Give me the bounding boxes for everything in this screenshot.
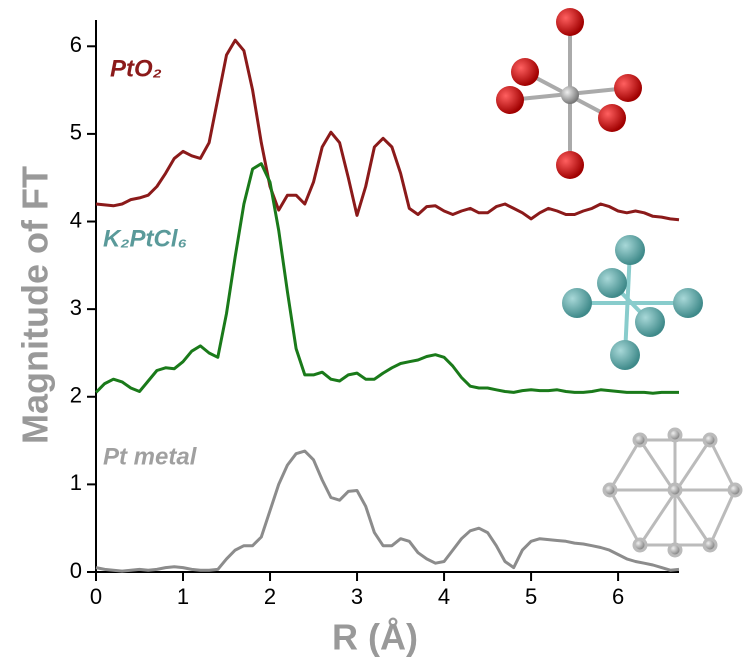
y-tick-label: 4	[70, 207, 82, 232]
series-label: Pt metal	[103, 443, 198, 470]
y-tick-label: 1	[70, 470, 82, 495]
x-axis-title: R (Å)	[332, 617, 418, 658]
pt-metal-lattice	[604, 429, 741, 556]
chart: R (Å) Magnitude of FT 0 1 2 3 4 5 6 0 1 2 3 4 5 6 PtO₂…	[0, 0, 743, 664]
y-tick-label: 2	[70, 383, 82, 408]
x-tick-label: 5	[525, 584, 537, 609]
y-tick-label: 3	[70, 295, 82, 320]
series-label: PtO₂	[110, 55, 162, 82]
k2ptcl6-molecule	[562, 235, 703, 370]
x-tick-label: 6	[612, 584, 624, 609]
x-tick-label: 2	[264, 584, 276, 609]
series-label: K₂PtCl₆	[103, 225, 187, 252]
x-tick-label: 4	[438, 584, 450, 609]
x-tick-label: 3	[351, 584, 363, 609]
series-line	[96, 40, 679, 220]
y-axis-title: Magnitude of FT	[15, 166, 56, 444]
x-tick-label: 0	[90, 584, 102, 609]
x-tick-label: 1	[177, 584, 189, 609]
y-tick-label: 6	[70, 32, 82, 57]
y-tick-label: 0	[70, 558, 82, 583]
page: R (Å) Magnitude of FT 0 1 2 3 4 5 6 0 1 2 3 4 5 6 PtO₂…	[0, 0, 743, 664]
pto2-molecule	[496, 8, 642, 179]
series-line	[96, 164, 679, 394]
y-tick-label: 5	[70, 120, 82, 145]
